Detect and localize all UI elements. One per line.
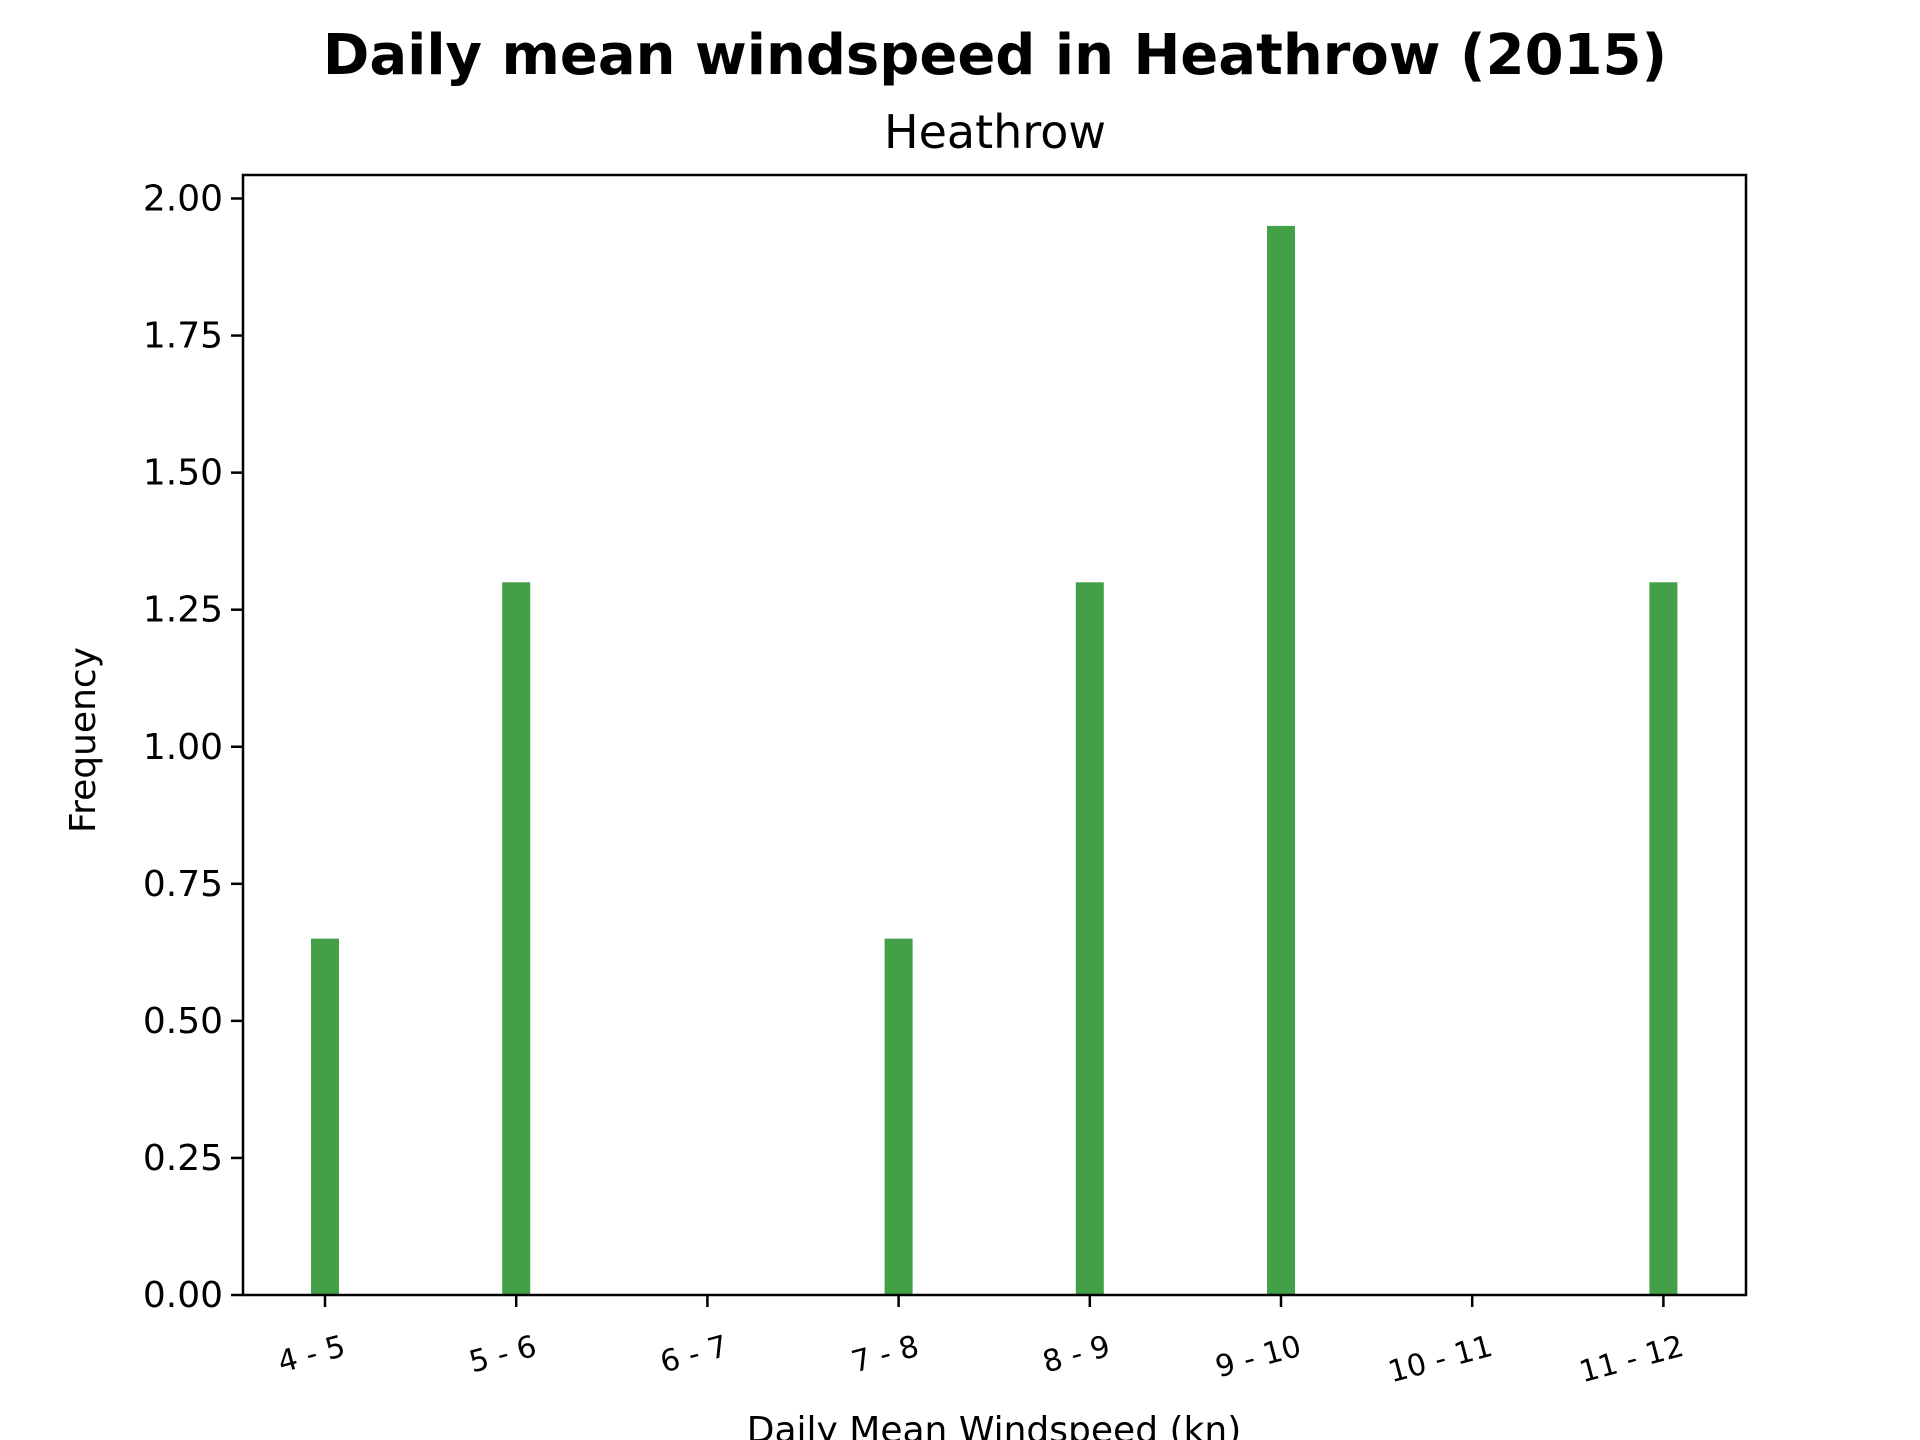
x-axis: 4 - 5 5 - 6 6 - 7 7 - 8 8 - 9 9 - 10 10 - 11 11…	[274, 1295, 1687, 1390]
bar-9-10	[1267, 225, 1295, 1296]
x-tick-label: 11 - 12	[1576, 1329, 1688, 1390]
y-axis-label: Frequency	[63, 647, 104, 833]
x-tick-label: 9 - 10	[1212, 1329, 1305, 1385]
x-axis-label: Daily Mean Windspeed (kn)	[747, 1410, 1242, 1440]
y-tick-label: 0.50	[143, 1001, 223, 1042]
y-tick-label: 1.50	[143, 453, 223, 494]
chart-subtitle: Heathrow	[884, 105, 1106, 159]
y-tick-label: 1.75	[143, 316, 223, 357]
y-tick-label: 2.00	[143, 179, 223, 220]
bar-4-5	[311, 938, 339, 1295]
chart-title: Daily mean windspeed in Heathrow (2015)	[323, 23, 1667, 88]
bar-7-8	[884, 938, 913, 1295]
bar-11-12	[1649, 582, 1678, 1295]
y-axis: 0.00 0.25 0.50 0.75 1.00 1.25 1.50 1.75 2.00	[143, 179, 243, 1316]
bars-group	[311, 225, 1678, 1296]
x-tick-label: 4 - 5	[274, 1329, 349, 1380]
x-tick-label: 8 - 9	[1039, 1329, 1114, 1380]
plot-frame	[241, 173, 1748, 1297]
bar-8-9	[1075, 582, 1104, 1295]
x-tick-label: 7 - 8	[848, 1329, 923, 1380]
x-tick-label: 5 - 6	[465, 1329, 540, 1380]
y-tick-label: 1.00	[143, 727, 223, 768]
bar-5-6	[502, 582, 531, 1295]
y-tick-label: 0.25	[143, 1138, 223, 1179]
x-tick-label: 10 - 11	[1385, 1329, 1497, 1390]
y-tick-label: 1.25	[143, 590, 223, 631]
y-tick-label: 0.00	[143, 1275, 223, 1316]
x-tick-label: 6 - 7	[657, 1329, 732, 1380]
y-tick-label: 0.75	[143, 864, 223, 905]
